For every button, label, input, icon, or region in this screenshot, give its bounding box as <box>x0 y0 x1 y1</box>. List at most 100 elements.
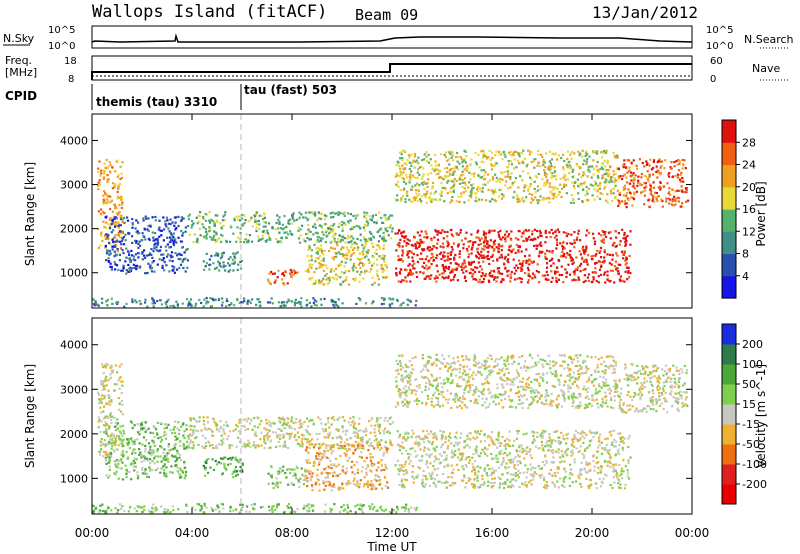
power-ytick-label: 3000 <box>60 179 88 192</box>
power-cell <box>369 237 372 240</box>
power-cell <box>255 229 258 233</box>
power-cell <box>480 160 483 163</box>
power-cell <box>365 253 368 256</box>
power-cell <box>453 258 456 261</box>
power-cell <box>572 271 575 274</box>
power-cell <box>649 158 652 161</box>
power-cell <box>506 175 509 178</box>
power-cell <box>490 269 493 273</box>
power-cell <box>600 256 603 259</box>
velocity-cell <box>111 444 114 447</box>
velocity-cell <box>268 420 271 423</box>
power-cell <box>237 236 240 239</box>
power-cell <box>551 250 554 253</box>
power-cell <box>318 266 321 270</box>
power-cell <box>370 238 373 241</box>
power-cell <box>148 265 152 268</box>
power-cell <box>597 170 601 173</box>
velocity-cell <box>585 433 588 437</box>
velocity-cell <box>407 436 410 439</box>
power-cell <box>255 211 258 215</box>
velocity-cell <box>254 446 257 449</box>
velocity-cell <box>332 416 335 419</box>
power-cell <box>166 219 169 222</box>
velocity-cell <box>188 425 191 428</box>
power-cell <box>383 214 386 217</box>
power-cell <box>401 231 404 234</box>
power-cell <box>180 253 183 257</box>
velocity-cell <box>585 461 588 464</box>
power-cell <box>674 197 678 200</box>
power-cell <box>478 270 481 273</box>
velocity-cell <box>318 445 321 449</box>
velocity-cell <box>328 472 331 475</box>
power-cell <box>482 178 485 181</box>
power-cell <box>411 174 414 177</box>
power-cell <box>506 270 509 273</box>
power-cell <box>649 188 652 191</box>
power-cell <box>624 244 627 247</box>
power-cell <box>172 242 175 245</box>
power-cell <box>344 241 347 244</box>
power-cell <box>167 298 170 301</box>
power-cell <box>582 268 585 271</box>
power-cell <box>356 270 359 273</box>
power-cell <box>677 197 681 200</box>
power-cell <box>433 245 436 249</box>
power-cell <box>542 196 545 200</box>
power-cell <box>624 237 627 240</box>
power-cell <box>147 262 150 265</box>
power-cell <box>455 200 458 203</box>
power-cell <box>128 256 131 260</box>
power-cell <box>584 268 587 271</box>
velocity-cell <box>159 440 163 443</box>
power-cell <box>572 198 575 202</box>
power-cell <box>438 273 441 276</box>
power-cell <box>585 258 588 261</box>
velocity-cell <box>174 443 177 446</box>
velocity-cell <box>177 421 180 424</box>
power-cell <box>575 279 578 282</box>
power-cell <box>477 236 480 240</box>
velocity-cell <box>204 442 207 445</box>
power-cell <box>469 190 472 194</box>
power-cell <box>406 303 409 306</box>
power-cell <box>647 178 650 181</box>
power-cell <box>543 198 546 201</box>
power-cell <box>119 240 122 243</box>
velocity-cell <box>212 434 215 437</box>
power-cell <box>497 247 500 250</box>
velocity-cell <box>342 470 345 473</box>
power-cell <box>382 237 386 240</box>
power-cell <box>154 215 157 219</box>
velocity-cell <box>254 431 257 434</box>
power-cell <box>446 192 449 195</box>
power-cell <box>464 161 467 164</box>
power-cell <box>424 258 427 261</box>
power-cell <box>475 236 478 239</box>
velocity-cell <box>322 430 325 433</box>
power-cell <box>505 180 508 183</box>
velocity-cell <box>304 468 307 471</box>
velocity-cell <box>333 463 336 466</box>
power-cell <box>514 158 517 161</box>
velocity-cell <box>99 453 102 456</box>
power-cell <box>376 275 379 278</box>
power-cell <box>639 183 642 187</box>
power-cell <box>427 173 430 176</box>
power-cell <box>451 248 454 251</box>
power-cell <box>614 156 617 159</box>
power-cell <box>449 201 452 204</box>
power-cell <box>160 303 163 306</box>
power-cell <box>463 168 466 171</box>
power-ytick-label: 2000 <box>60 223 88 236</box>
power-cell <box>524 229 527 232</box>
power-cell <box>433 169 436 172</box>
power-cell <box>529 150 532 153</box>
velocity-cell <box>283 440 287 443</box>
power-cell <box>435 168 438 171</box>
power-cell <box>297 226 300 229</box>
power-cell <box>344 223 347 226</box>
power-cell <box>398 151 401 154</box>
power-cell <box>504 236 507 239</box>
